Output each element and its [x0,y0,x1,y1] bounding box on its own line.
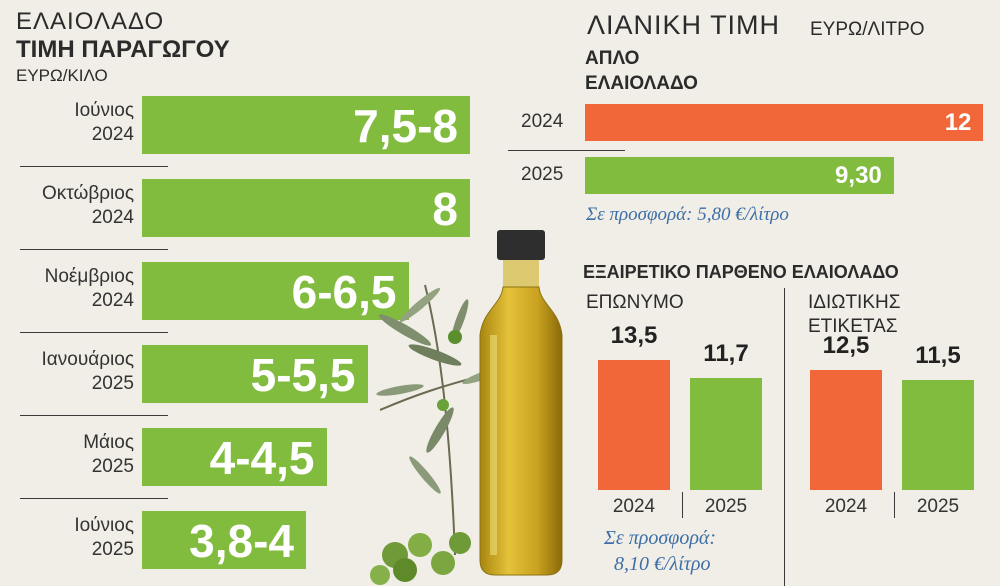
retail-bar-value: 12 [944,109,972,136]
month-label: Ιανουάριος [41,349,134,370]
branded-offer-line2: 8,10 €/λίτρο [614,553,711,575]
row-separator [20,332,168,333]
year-label: 2024 [91,207,134,228]
month-label: Ιούνιος [74,515,134,536]
producer-bar-value: 3,8-4 [189,515,294,567]
extra-year-label: 2024 [612,496,656,517]
extra-bar [598,360,670,490]
extra-bar-value: 12,5 [822,332,870,359]
extra-bar [902,379,974,490]
year-label: 2025 [91,456,134,477]
month-label: Μάιος [83,432,134,453]
olive-branch-icon [370,284,508,585]
producer-bar [142,511,306,569]
producer-bar [142,428,327,486]
retail-bar-value: 9,30 [835,162,882,189]
extra-year-label: 2025 [916,496,960,517]
producer-title-line1: ΕΛΑΙΟΛΑΔΟ [16,8,165,35]
producer-bar [142,262,409,320]
year-label: 2025 [91,373,134,394]
month-label: Ιούνιος [74,100,134,121]
month-label: Νοέμβριος [44,266,134,287]
retail-title: ΛΙΑΝΙΚΗ ΤΙΜΗ [587,10,781,40]
retail-year-label: 2024 [521,111,564,132]
simple-oil-offer: Σε προσφορά: 5,80 €/λίτρο [586,204,789,225]
private-label-line1: ΙΔΙΩΤΙΚΗΣ [808,292,901,313]
extra-year-label: 2025 [704,496,748,517]
retail-bar [585,157,894,194]
row-separator [20,415,168,416]
producer-bar [142,345,368,403]
producer-bar-value: 6-6,5 [291,266,397,318]
private-label-line2: ΕΤΙΚΕΤΑΣ [808,316,898,337]
extra-bar [810,370,882,490]
row-separator [20,166,168,167]
producer-bar-value: 8 [432,183,458,235]
retail-bar [585,104,984,141]
extra-bar-value: 11,7 [703,339,749,367]
retail-separator [508,150,625,151]
year-label: 2025 [91,539,134,560]
year-divider [894,492,895,518]
branded-offer-line1: Σε προσφορά: [604,527,717,549]
extra-virgin-title: ΕΞΑΙΡΕΤΙΚΟ ΠΑΡΘΕΝΟ ΕΛΑΙΟΛΑΔΟ [583,262,899,282]
producer-bar-value: 7,5-8 [353,100,458,152]
retail-year-label: 2025 [521,164,564,185]
year-divider [682,492,683,518]
month-label: Οκτώβριος [41,183,134,204]
producer-unit: ΕΥΡΩ/ΚΙΛΟ [16,66,108,85]
row-separator [20,249,168,250]
year-label: 2024 [91,290,134,311]
section-divider [784,288,785,586]
producer-bar-value: 4-4,5 [209,432,315,484]
row-separator [20,498,168,499]
olive-oil-bottle-icon [479,230,563,576]
producer-bar [142,179,470,237]
extra-bar-value: 13,5 [610,322,658,350]
extra-year-label: 2024 [824,496,868,517]
retail-unit: ΕΥΡΩ/ΛΙΤΡΟ [810,19,925,40]
branded-label: ΕΠΩΝΥΜΟ [586,292,684,313]
simple-oil-title-line2: ΕΛΑΙΟΛΑΔΟ [585,73,698,94]
producer-bar-value: 5-5,5 [250,349,356,401]
oil-bottle-illustration [370,230,563,585]
producer-title-line2: ΤΙΜΗ ΠΑΡΑΓΩΓΟΥ [16,36,230,63]
extra-bar-value: 11,5 [915,341,961,369]
extra-bar [690,377,762,490]
year-label: 2024 [91,124,134,145]
simple-oil-title-line1: ΑΠΛΟ [585,48,640,69]
producer-bar [142,96,470,154]
